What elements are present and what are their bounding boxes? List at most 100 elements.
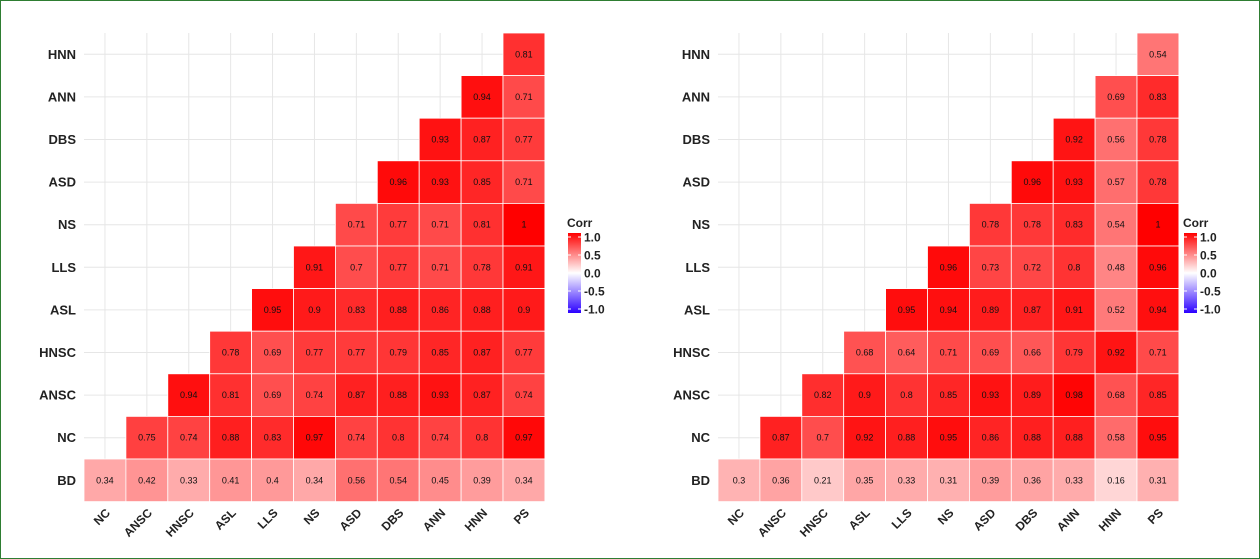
cell-value-label: 0.79 bbox=[389, 348, 407, 358]
cell-value-label: 0.71 bbox=[1149, 348, 1167, 358]
cell-value-label: 0.64 bbox=[898, 348, 916, 358]
cell-value-label: 0.71 bbox=[515, 177, 533, 187]
y-tick-label: NS bbox=[692, 217, 710, 232]
heatmap-cell bbox=[293, 245, 336, 289]
heatmap-cell bbox=[376, 458, 420, 502]
heatmap-cell bbox=[1010, 202, 1054, 247]
cell-value-label: 0.9 bbox=[518, 305, 531, 315]
y-tick-label: ANN bbox=[682, 89, 710, 104]
y-tick-label: DBS bbox=[683, 132, 711, 147]
heatmap-cell bbox=[1052, 160, 1096, 204]
heatmap-cell bbox=[1052, 245, 1096, 289]
cell-value-label: 0.54 bbox=[389, 475, 407, 485]
heatmap-cell bbox=[376, 415, 420, 460]
heatmap-cell bbox=[418, 245, 462, 289]
heatmap-cell bbox=[1094, 245, 1138, 289]
legend-tick-label: 0.5 bbox=[1200, 249, 1217, 263]
cell-value-label: 0.69 bbox=[1107, 92, 1125, 102]
y-tick-label: BD bbox=[691, 473, 710, 488]
cell-value-label: 0.39 bbox=[982, 475, 1000, 485]
legend-colorbar bbox=[568, 233, 581, 313]
y-tick-label: HNN bbox=[682, 47, 710, 62]
x-tick-label: LLS bbox=[889, 506, 915, 532]
x-tick-label: NC bbox=[91, 506, 113, 528]
y-tick-label: ASL bbox=[684, 302, 710, 317]
cell-value-label: 0.97 bbox=[306, 433, 324, 443]
cell-value-label: 0.88 bbox=[222, 433, 240, 443]
heatmap-cell bbox=[209, 330, 252, 375]
heatmap-cell bbox=[717, 458, 761, 502]
heatmap-cell bbox=[1136, 373, 1180, 417]
y-tick-label: ANN bbox=[48, 89, 76, 104]
cell-value-label: 0.87 bbox=[348, 390, 366, 400]
cell-value-label: 0.74 bbox=[180, 433, 198, 443]
heatmap-cell bbox=[502, 245, 546, 289]
heatmap-cell bbox=[1052, 117, 1096, 162]
cell-value-label: 0.7 bbox=[816, 433, 829, 443]
cell-value-label: 0.69 bbox=[982, 348, 1000, 358]
cell-value-label: 0.88 bbox=[1023, 433, 1041, 443]
cell-value-label: 0.95 bbox=[940, 433, 958, 443]
cell-value-label: 0.39 bbox=[473, 475, 491, 485]
x-tick-label: ASD bbox=[337, 506, 365, 534]
heatmap-cell bbox=[1052, 202, 1096, 247]
cell-value-label: 0.88 bbox=[1065, 433, 1083, 443]
y-tick-label: ASD bbox=[683, 175, 710, 190]
cell-value-label: 0.81 bbox=[473, 220, 491, 230]
cell-value-label: 0.71 bbox=[940, 348, 958, 358]
cell-value-label: 0.95 bbox=[1149, 433, 1167, 443]
heatmap-cell bbox=[125, 458, 169, 502]
x-tick-label: LLS bbox=[255, 506, 281, 532]
x-tick-label: HNN bbox=[1096, 506, 1124, 534]
cell-value-label: 0.77 bbox=[389, 220, 407, 230]
cell-value-label: 0.93 bbox=[431, 135, 449, 145]
cell-value-label: 0.83 bbox=[1149, 92, 1167, 102]
heatmap-cell bbox=[460, 288, 504, 332]
cell-value-label: 0.41 bbox=[222, 475, 240, 485]
x-tick-label: PS bbox=[1145, 506, 1166, 527]
legend-tick-label: 0.5 bbox=[584, 249, 601, 263]
cell-value-label: 0.78 bbox=[473, 262, 491, 272]
cell-value-label: 0.81 bbox=[515, 49, 533, 59]
legend-tick-label: 0.0 bbox=[1200, 267, 1217, 281]
cell-value-label: 0.77 bbox=[389, 262, 407, 272]
heatmap-cell bbox=[1052, 415, 1096, 460]
cell-value-label: 0.56 bbox=[348, 475, 366, 485]
heatmap-cell bbox=[969, 373, 1012, 417]
cell-value-label: 0.78 bbox=[1023, 220, 1041, 230]
heatmap-cell bbox=[1094, 458, 1138, 502]
heatmap-cell bbox=[885, 373, 928, 417]
cell-value-label: 0.83 bbox=[348, 305, 366, 315]
cell-value-label: 0.95 bbox=[264, 305, 282, 315]
cell-value-label: 0.94 bbox=[180, 390, 198, 400]
cell-value-label: 0.88 bbox=[473, 305, 491, 315]
cell-value-label: 0.71 bbox=[431, 220, 449, 230]
heatmap-cell bbox=[209, 415, 252, 460]
cell-value-label: 0.68 bbox=[1107, 390, 1125, 400]
heatmap-cell bbox=[1052, 288, 1096, 332]
heatmap-cell bbox=[418, 458, 462, 502]
cell-value-label: 1 bbox=[1155, 220, 1160, 230]
cell-value-label: 0.78 bbox=[1149, 135, 1167, 145]
y-tick-label: NS bbox=[58, 217, 76, 232]
cell-value-label: 0.92 bbox=[1107, 348, 1125, 358]
cell-value-label: 0.36 bbox=[772, 475, 790, 485]
heatmap-cell bbox=[251, 458, 294, 502]
heatmap-cell bbox=[83, 458, 127, 502]
cell-value-label: 0.88 bbox=[389, 390, 407, 400]
heatmap-cell bbox=[418, 117, 462, 162]
cell-value-label: 0.72 bbox=[1023, 262, 1041, 272]
heatmap-cell bbox=[1136, 117, 1180, 162]
x-tick-label: HNSC bbox=[163, 506, 197, 540]
y-tick-label: NC bbox=[691, 430, 710, 445]
heatmap-cell bbox=[502, 75, 546, 119]
cell-value-label: 0.86 bbox=[982, 433, 1000, 443]
cell-value-label: 0.83 bbox=[1065, 220, 1083, 230]
legend-tick-label: 0.0 bbox=[584, 267, 601, 281]
cell-value-label: 0.88 bbox=[898, 433, 916, 443]
heatmap-cell bbox=[293, 330, 336, 375]
y-tick-label: NC bbox=[57, 430, 76, 445]
cell-value-label: 0.68 bbox=[856, 348, 874, 358]
heatmap-cell bbox=[885, 415, 928, 460]
